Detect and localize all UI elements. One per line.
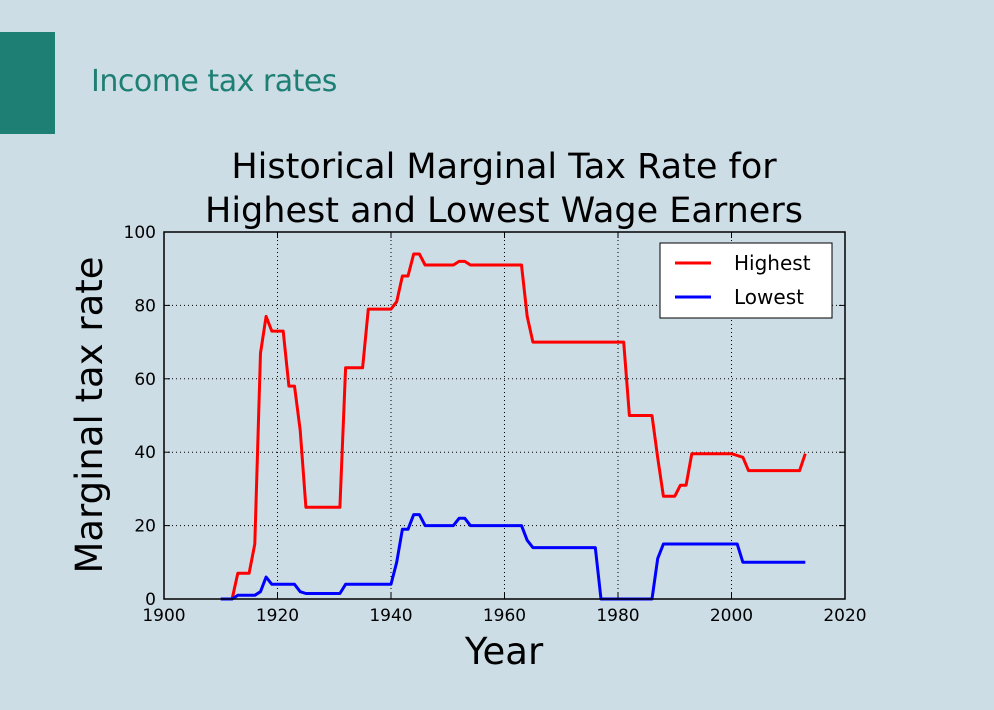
y-tick-label: 100	[124, 223, 156, 243]
legend-box	[659, 242, 833, 319]
y-tick-label: 80	[134, 296, 156, 316]
y-tick-label: 60	[134, 370, 156, 390]
chart-title-line-1: Historical Marginal Tax Rate for	[231, 147, 777, 187]
y-tick-label: 40	[134, 443, 156, 463]
legend-label-lowest: Lowest	[734, 285, 804, 309]
slide-title: Income tax rates	[91, 64, 337, 99]
legend-label-highest: Highest	[734, 251, 811, 275]
x-tick-label: 2000	[710, 606, 753, 626]
y-tick-label: 0	[145, 590, 156, 610]
series-line-highest	[220, 252, 807, 601]
series-line-lowest	[220, 513, 806, 601]
x-tick-label: 1940	[369, 606, 412, 626]
axis-ticks: 1900 1920 1940 1960 1980 2000 2020 0 20 40 60 80 100	[124, 223, 867, 626]
x-tick-label: 1980	[596, 606, 639, 626]
accent-bar	[0, 32, 55, 134]
y-axis-label: Marginal tax rate	[68, 256, 111, 573]
chart-title-line-2: Highest and Lowest Wage Earners	[205, 191, 803, 231]
legend: Highest Lowest	[659, 242, 833, 319]
x-tick-label: 2020	[823, 606, 866, 626]
x-tick-label: 1900	[142, 606, 185, 626]
y-tick-label: 20	[134, 517, 156, 537]
x-tick-label: 1960	[483, 606, 526, 626]
x-tick-label: 1920	[256, 606, 299, 626]
x-axis-label: Year	[464, 630, 544, 673]
